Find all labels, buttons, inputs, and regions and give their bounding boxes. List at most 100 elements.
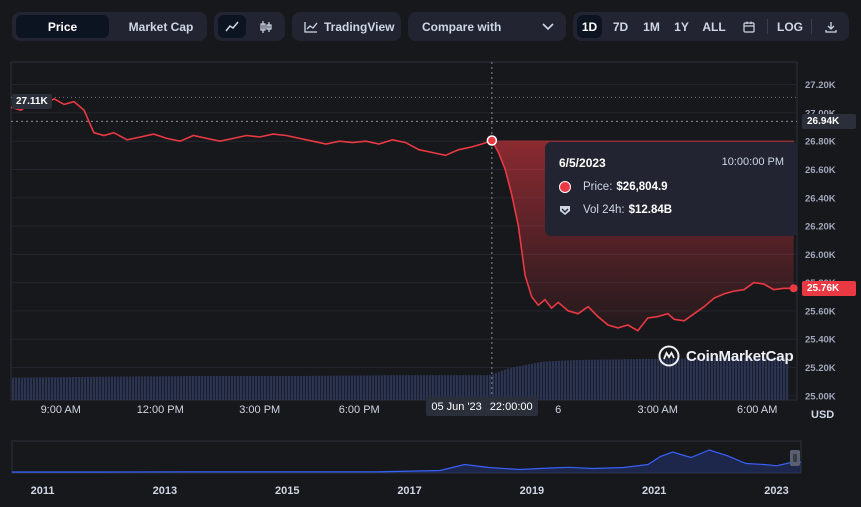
volume-bar (753, 357, 756, 400)
volume-bar (783, 357, 786, 400)
volume-bar (336, 375, 339, 400)
volume-bar (45, 377, 48, 400)
volume-bar (714, 358, 717, 400)
calendar-icon[interactable] (737, 15, 761, 38)
y-tick-label: 26.20K (805, 222, 836, 233)
volume-bar (618, 359, 621, 400)
volume-bar (705, 358, 708, 400)
market-cap-tab[interactable]: Market Cap (128, 19, 194, 34)
volume-bar (438, 375, 441, 400)
volume-bar (720, 358, 723, 400)
log-scale-button[interactable]: LOG (777, 19, 803, 34)
range-7d-button[interactable]: 7D (612, 19, 629, 34)
volume-bar (465, 375, 468, 400)
volume-bar (486, 375, 489, 400)
volume-bar (267, 376, 270, 400)
navigator-tick-label: 2023 (764, 485, 788, 497)
navigator-tick-label: 2015 (275, 485, 299, 497)
volume-bar (495, 372, 498, 400)
volume-bar (246, 376, 249, 400)
volume-bar (423, 375, 426, 400)
volume-bar (603, 359, 606, 400)
volume-bar (264, 376, 267, 400)
volume-bar (645, 358, 648, 400)
price-line (10, 97, 794, 332)
volume-bar (189, 376, 192, 400)
range-1y-button[interactable]: 1Y (674, 19, 689, 34)
volume-bar (534, 363, 537, 400)
volume-bar (105, 376, 108, 400)
navigator-tick-label: 2013 (153, 485, 177, 497)
tradingview-button[interactable]: TradingView (292, 12, 401, 41)
navigator-chart[interactable]: 2011 2013 2015 2017 2019 2021 2023 (0, 438, 861, 507)
volume-bar (507, 368, 510, 400)
crosshair-price-badge: 26.94K (802, 113, 856, 129)
last-price-point (789, 284, 798, 293)
volume-bar (219, 376, 222, 400)
volume-bar (138, 376, 141, 400)
volume-bar (471, 375, 474, 400)
toolbar-divider (767, 19, 768, 34)
hover-point (486, 135, 498, 146)
volume-bar (387, 375, 390, 400)
volume-bar (489, 375, 492, 400)
range-all-button[interactable]: ALL (702, 19, 726, 34)
volume-bar (360, 375, 363, 400)
y-tick-label: 25.60K (805, 306, 836, 317)
metric-toggle: Price Market Cap (12, 12, 207, 41)
navigator-tick-label: 2021 (642, 485, 666, 497)
volume-bar (126, 376, 129, 400)
volume-bar (642, 358, 645, 400)
volume-bar (735, 357, 738, 400)
volume-bar (351, 375, 354, 400)
volume-bar (312, 375, 315, 400)
volume-bar (369, 375, 372, 400)
range-1d-button[interactable]: 1D (577, 15, 602, 38)
volume-bar (378, 375, 381, 400)
price-tab[interactable]: Price (16, 15, 109, 38)
volume-bar (441, 375, 444, 400)
volume-bar (111, 376, 114, 400)
tooltip-price-value: $26,804.9 (616, 181, 668, 193)
y-tick-label: 26.00K (805, 250, 836, 261)
volume-bar (702, 358, 705, 400)
tradingview-label: TradingView (324, 19, 395, 34)
price-chart[interactable]: 25.00K25.20K25.40K25.60K25.80K26.00K26.2… (0, 52, 861, 437)
volume-bar (450, 375, 453, 400)
volume-bar (249, 376, 252, 400)
chart-line-icon (304, 21, 318, 33)
volume-bar (318, 375, 321, 400)
navigator-handle[interactable] (790, 450, 800, 466)
volume-bar (480, 375, 483, 400)
volume-bar (276, 376, 279, 400)
volume-bar (222, 376, 225, 400)
volume-bar (399, 375, 402, 400)
volume-bar (402, 375, 405, 400)
download-icon[interactable] (819, 15, 843, 38)
volume-bar (69, 377, 72, 400)
volume-bar (396, 375, 399, 400)
range-1m-button[interactable]: 1M (643, 19, 660, 34)
volume-bar (699, 358, 702, 400)
volume-bar (120, 376, 123, 400)
y-tick-label: 25.20K (805, 363, 836, 374)
volume-bar (615, 359, 618, 400)
volume-bar (750, 357, 753, 400)
compare-with-dropdown[interactable]: Compare with (408, 12, 566, 41)
volume-bar (660, 358, 663, 400)
volume-bar (180, 376, 183, 400)
line-chart-icon[interactable] (218, 15, 246, 38)
volume-bar (123, 376, 126, 400)
currency-label: USD (811, 409, 835, 421)
volume-bar (576, 359, 579, 400)
candlestick-icon[interactable] (252, 15, 280, 38)
volume-bar (66, 377, 69, 400)
volume-bar (612, 359, 615, 400)
coinmarketcap-watermark: CoinMarketCap (658, 345, 794, 367)
volume-bar (756, 357, 759, 400)
volume-bar (459, 375, 462, 400)
crosshair-date: 05 Jun '23 (431, 400, 482, 413)
volume-bar (669, 358, 672, 400)
volume-bar (162, 376, 165, 400)
volume-bar (96, 376, 99, 400)
